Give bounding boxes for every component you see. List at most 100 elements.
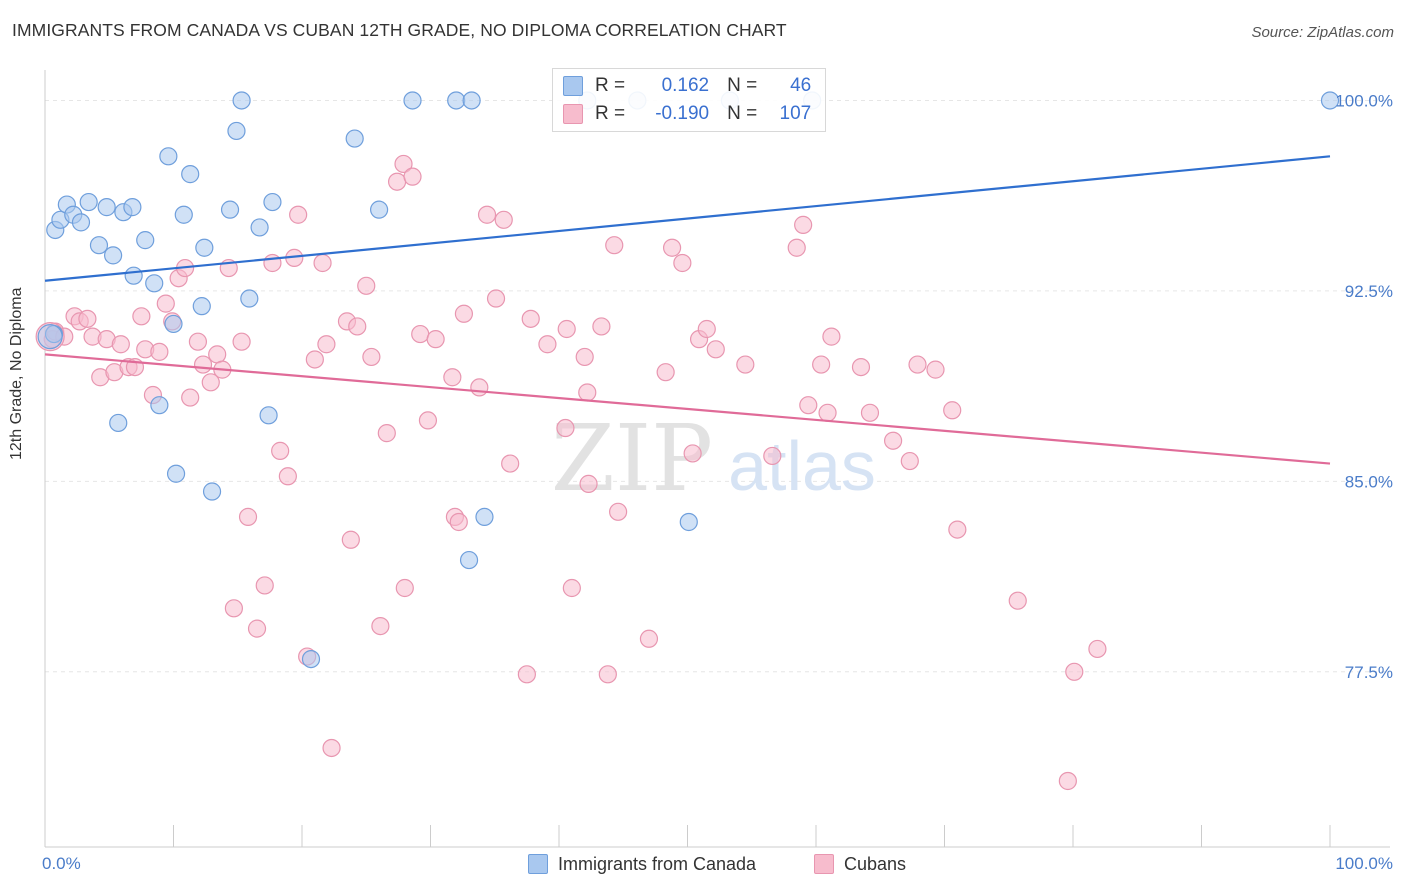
watermark-atlas: atlas: [728, 427, 876, 505]
cubans-point: [605, 236, 624, 255]
cubans-point: [1065, 662, 1084, 681]
y-tick-label: 100.0%: [1335, 91, 1393, 110]
cubans-point: [317, 335, 336, 354]
cubans-point: [443, 368, 462, 387]
cubans-point: [132, 307, 151, 326]
canada-point: [259, 406, 278, 425]
cubans-point: [78, 309, 97, 328]
cubans-point: [411, 324, 430, 344]
tick-labels: 77.5% 85.0% 92.5% 100.0% 0.0% 100.0%: [42, 91, 1393, 873]
cubans-point: [150, 342, 169, 361]
cubans-point: [278, 467, 297, 486]
cubans-point: [900, 451, 919, 471]
canada-trend-line: [44, 155, 1331, 282]
cubans-point: [348, 317, 367, 336]
cubans-point: [454, 304, 474, 323]
cubans-point: [193, 355, 213, 374]
bottom-legend-swatch-canada: [528, 854, 548, 874]
canada-point: [459, 550, 479, 570]
canada-point: [192, 297, 211, 316]
cubans-point: [673, 253, 692, 273]
cubans-point: [578, 383, 597, 402]
bottom-legend-label-cubans: Cubans: [844, 853, 907, 874]
cubans-point: [255, 576, 274, 595]
cubans-point: [662, 238, 682, 257]
cubans-point: [395, 578, 414, 598]
cubans-point: [656, 363, 675, 382]
legend-r-label: R =: [595, 75, 626, 96]
cubans-point: [706, 340, 725, 359]
cubans-point: [289, 205, 308, 224]
cubans-point: [263, 253, 282, 273]
cubans-point: [562, 578, 581, 598]
cubans-point: [812, 355, 831, 374]
canada-points: [37, 91, 1340, 669]
bottom-legend-swatch-cubans: [814, 854, 834, 874]
canada-point: [1320, 91, 1340, 110]
cubans-point: [575, 347, 594, 367]
cubans-point: [377, 424, 396, 443]
cubans-point: [697, 319, 716, 339]
cubans-point: [271, 441, 290, 460]
canada-point: [345, 129, 364, 148]
cubans-point: [521, 309, 540, 328]
canada-point: [250, 218, 269, 237]
cubans-point: [948, 520, 967, 539]
cubans-point: [763, 446, 782, 466]
cubans-point: [208, 345, 227, 364]
canada-point: [136, 231, 155, 250]
canada-point: [227, 121, 246, 141]
cubans-point: [247, 619, 267, 638]
cubans-point: [238, 507, 258, 527]
canada-point: [164, 314, 183, 334]
cubans-point: [470, 378, 489, 397]
cubans-point: [517, 665, 536, 684]
cubans-point: [818, 403, 837, 422]
chart-title: IMMIGRANTS FROM CANADA VS CUBAN 12TH GRA…: [12, 20, 787, 40]
gridlines: [45, 99, 1390, 673]
cubans-point: [883, 431, 903, 450]
legend-r-value-cubans: -0.190: [655, 103, 710, 124]
cubans-point: [1058, 771, 1077, 791]
legend: R = 0.162 N = 46 R = -0.190 N = 107: [552, 68, 826, 132]
y-tick-label: 77.5%: [1345, 663, 1393, 682]
bottom-legend-cubans: Cubans: [814, 852, 906, 876]
y-tick-label: 92.5%: [1345, 282, 1393, 301]
legend-n-label: N =: [727, 103, 758, 124]
canada-point-cluster: [37, 324, 63, 350]
canada-point: [71, 213, 91, 232]
canada-point: [166, 464, 186, 483]
cubans-point: [860, 403, 880, 422]
cubans-point: [501, 454, 520, 473]
canada-point: [679, 512, 698, 532]
cubans-point: [449, 512, 468, 532]
cubans-point: [371, 616, 390, 636]
cubans-point: [822, 327, 841, 346]
legend-swatch-cubans: [563, 104, 583, 124]
cubans-point: [538, 335, 557, 354]
legend-n-value-canada: 46: [790, 75, 812, 96]
canada-point: [174, 205, 193, 224]
cubans-point: [232, 332, 251, 351]
cubans-point: [592, 317, 611, 336]
canada-point: [181, 165, 200, 184]
cubans-point: [736, 355, 755, 374]
canada-point: [370, 200, 389, 219]
canada-point: [240, 289, 259, 308]
cubans-point: [111, 335, 130, 354]
cubans-point: [181, 388, 200, 407]
legend-n-label: N =: [727, 75, 758, 96]
canada-point: [232, 91, 251, 110]
cubans-point: [224, 599, 243, 618]
cubans-point: [322, 738, 341, 758]
canada-point: [202, 482, 222, 501]
cubans-trend-line: [44, 353, 1331, 465]
cubans-point: [156, 294, 175, 313]
axes: [44, 70, 1390, 848]
bottom-legend-canada: Immigrants from Canada: [528, 852, 756, 876]
cubans-point: [851, 357, 871, 377]
cubans-point: [394, 154, 413, 174]
cubans-point: [1008, 591, 1027, 610]
legend-r-label: R =: [595, 103, 626, 124]
